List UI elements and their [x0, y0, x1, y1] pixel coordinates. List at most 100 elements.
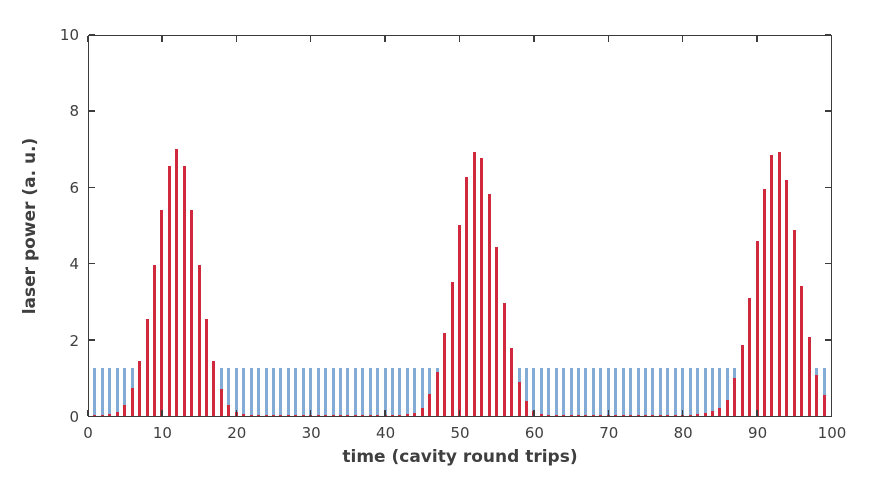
- blue-background-comb-bar: [361, 368, 365, 416]
- red-pulse-train-bar: [100, 414, 104, 416]
- x-tick-mark: [681, 36, 684, 42]
- x-tick-mark: [235, 410, 238, 416]
- blue-background-comb-bar: [346, 368, 350, 416]
- blue-background-comb-bar: [115, 368, 119, 416]
- red-pulse-train-bar: [763, 188, 767, 416]
- red-pulse-train-bar: [301, 414, 305, 416]
- blue-background-comb-bar: [234, 368, 238, 416]
- x-tick-label: 50: [450, 424, 470, 442]
- x-tick-label: 40: [376, 424, 396, 442]
- blue-background-comb-bar: [100, 368, 104, 416]
- red-pulse-train-bar: [614, 414, 618, 416]
- red-pulse-train-bar: [591, 414, 595, 416]
- blue-background-comb-bar: [681, 368, 685, 416]
- red-pulse-train-bar: [770, 155, 774, 416]
- red-pulse-train-bar: [443, 332, 447, 416]
- red-pulse-train-bar: [130, 387, 134, 416]
- blue-background-comb-bar: [599, 368, 603, 416]
- x-tick-mark: [607, 410, 610, 416]
- blue-background-comb-bar: [108, 368, 112, 416]
- x-tick-mark: [235, 36, 238, 42]
- blue-background-comb-bar: [718, 368, 722, 416]
- y-tick-mark: [89, 339, 95, 341]
- red-pulse-train-bar: [227, 404, 231, 416]
- red-pulse-train-bar: [160, 209, 164, 416]
- red-pulse-train-bar: [733, 377, 737, 416]
- y-tick-mark: [825, 110, 831, 112]
- y-tick-mark: [89, 186, 95, 189]
- y-tick-label: 6: [69, 178, 79, 197]
- red-pulse-train-bar: [517, 382, 521, 416]
- red-pulse-train-bar: [175, 148, 179, 416]
- y-tick-mark: [89, 415, 95, 418]
- blue-background-comb-bar: [428, 368, 432, 416]
- blue-background-comb-bar: [242, 368, 246, 416]
- red-pulse-train-bar: [710, 411, 714, 416]
- blue-background-comb-bar: [324, 368, 328, 416]
- red-pulse-train-bar: [584, 414, 588, 416]
- red-pulse-train-bar: [123, 404, 127, 416]
- blue-background-comb-bar: [562, 368, 566, 416]
- red-pulse-train-bar: [450, 281, 454, 416]
- blue-background-comb-bar: [584, 368, 588, 416]
- x-tick-mark: [607, 36, 610, 42]
- red-pulse-train-bar: [822, 395, 826, 416]
- red-pulse-train-bar: [502, 302, 506, 416]
- red-pulse-train-bar: [629, 414, 633, 416]
- red-pulse-train-bar: [361, 414, 365, 416]
- red-pulse-train-bar: [108, 414, 112, 416]
- y-tick-mark: [825, 186, 831, 189]
- red-pulse-train-bar: [145, 318, 149, 416]
- blue-background-comb-bar: [331, 368, 335, 416]
- blue-background-comb-bar: [391, 368, 395, 416]
- red-pulse-train-bar: [725, 399, 729, 416]
- blue-background-comb-bar: [301, 368, 305, 416]
- red-pulse-train-bar: [792, 229, 796, 416]
- red-pulse-train-bar: [331, 414, 335, 416]
- red-pulse-train-bar: [152, 264, 156, 416]
- red-pulse-train-bar: [748, 297, 752, 416]
- red-pulse-train-bar: [539, 414, 543, 416]
- blue-background-comb-bar: [413, 368, 417, 416]
- red-pulse-train-bar: [376, 414, 380, 416]
- red-pulse-train-bar: [472, 151, 476, 416]
- x-tick-label: 60: [524, 424, 544, 442]
- blue-background-comb-bar: [822, 368, 826, 416]
- x-tick-label: 30: [301, 424, 321, 442]
- red-pulse-train-bar: [286, 414, 290, 416]
- red-pulse-train-bar: [524, 401, 528, 416]
- x-tick-mark: [458, 36, 461, 42]
- y-tick-mark: [89, 33, 95, 36]
- red-pulse-train-bar: [554, 414, 558, 416]
- red-pulse-train-bar: [696, 414, 700, 416]
- red-pulse-train-bar: [807, 336, 811, 416]
- blue-background-comb-bar: [710, 368, 714, 416]
- x-tick-mark: [681, 410, 684, 416]
- red-pulse-train-bar: [673, 414, 677, 416]
- red-pulse-train-bar: [651, 414, 655, 416]
- blue-background-comb-bar: [376, 368, 380, 416]
- y-tick-label: 0: [69, 408, 79, 426]
- red-pulse-train-bar: [688, 414, 692, 416]
- x-tick-mark: [161, 410, 163, 416]
- red-pulse-train-bar: [458, 225, 461, 416]
- blue-background-comb-bar: [547, 368, 551, 416]
- blue-background-comb-bar: [577, 368, 581, 416]
- blue-background-comb-bar: [227, 368, 231, 416]
- red-pulse-train-bar: [777, 152, 781, 416]
- red-pulse-train-bar: [487, 193, 491, 416]
- red-pulse-train-bar: [115, 412, 119, 416]
- blue-background-comb-bar: [257, 368, 261, 416]
- red-pulse-train-bar: [205, 318, 209, 416]
- x-tick-mark: [161, 36, 163, 42]
- blue-background-comb-bar: [353, 368, 357, 416]
- red-pulse-train-bar: [599, 414, 603, 416]
- red-pulse-train-bar: [755, 241, 759, 416]
- red-pulse-train-bar: [242, 414, 246, 416]
- blue-background-comb-bar: [644, 368, 647, 416]
- red-pulse-train-bar: [219, 388, 223, 416]
- red-pulse-train-bar: [405, 414, 409, 416]
- y-tick-mark: [825, 415, 831, 418]
- x-tick-mark: [756, 410, 758, 416]
- x-tick-mark: [533, 36, 535, 42]
